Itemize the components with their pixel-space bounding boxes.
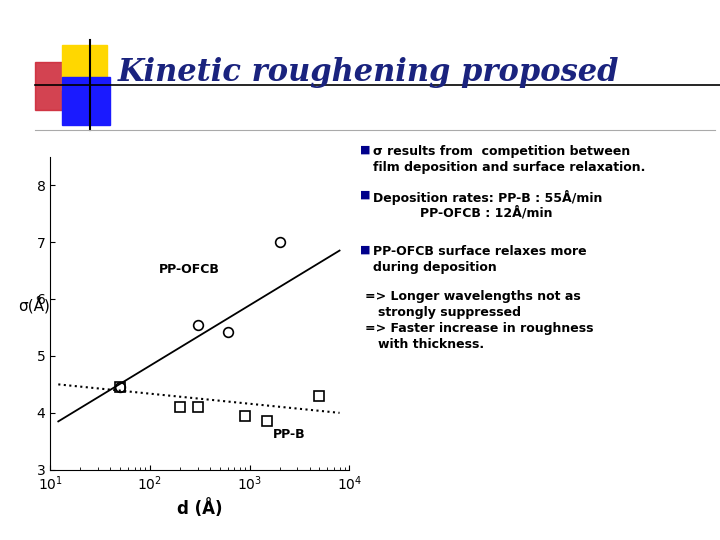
Text: with thickness.: with thickness.: [378, 338, 484, 351]
Text: ■: ■: [360, 245, 371, 255]
Bar: [35, 62, 83, 110]
Text: ■: ■: [360, 190, 371, 200]
Text: film deposition and surface relaxation.: film deposition and surface relaxation.: [373, 161, 645, 174]
Text: Kinetic roughening proposed: Kinetic roughening proposed: [118, 57, 619, 87]
Text: strongly suppressed: strongly suppressed: [378, 306, 521, 319]
Y-axis label: σ(Å): σ(Å): [18, 296, 50, 313]
Text: PP-OFCB: PP-OFCB: [159, 264, 220, 276]
Text: ■: ■: [360, 145, 371, 155]
Text: σ results from  competition between: σ results from competition between: [373, 145, 630, 158]
X-axis label: d (Å): d (Å): [177, 499, 222, 518]
Text: PP-B: PP-B: [273, 428, 305, 442]
Text: => Longer wavelengths not as: => Longer wavelengths not as: [365, 290, 581, 303]
Text: => Faster increase in roughness: => Faster increase in roughness: [365, 322, 593, 335]
Bar: [62, 77, 110, 125]
Bar: [62, 45, 107, 90]
Text: during deposition: during deposition: [373, 261, 497, 274]
Text: PP-OFCB surface relaxes more: PP-OFCB surface relaxes more: [373, 245, 587, 258]
Text: Deposition rates: PP-B : 55Å/min: Deposition rates: PP-B : 55Å/min: [373, 190, 603, 205]
Text: PP-OFCB : 12Å/min: PP-OFCB : 12Å/min: [420, 206, 552, 219]
